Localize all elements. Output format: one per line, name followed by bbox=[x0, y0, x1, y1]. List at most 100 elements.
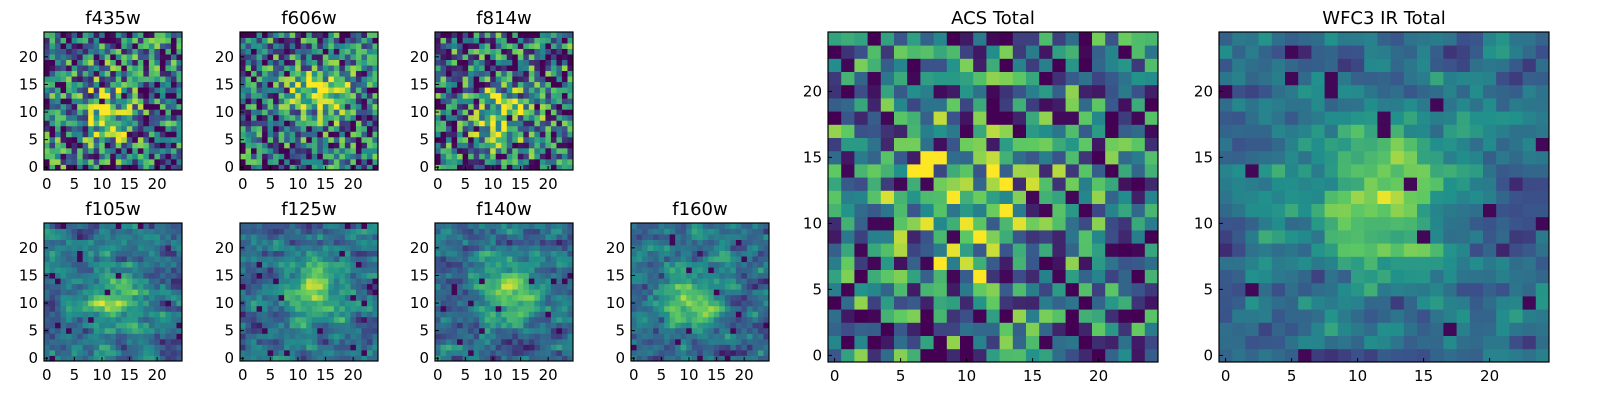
heatmap-cell bbox=[680, 234, 687, 240]
heatmap-cell bbox=[317, 59, 324, 66]
heatmap-cell bbox=[66, 278, 72, 285]
heatmap-cell bbox=[273, 114, 280, 121]
heatmap-cell bbox=[484, 153, 491, 160]
heatmap-cell bbox=[451, 327, 458, 334]
heatmap-cell bbox=[322, 267, 329, 274]
heatmap-cell bbox=[479, 37, 486, 44]
heatmap-cell bbox=[284, 333, 291, 340]
heatmap-cell bbox=[55, 289, 61, 296]
heatmap-cell bbox=[757, 327, 764, 334]
heatmap-cell bbox=[372, 355, 379, 362]
heatmap-cell bbox=[284, 300, 291, 307]
heatmap-cell bbox=[567, 228, 574, 235]
heatmap-cell bbox=[256, 32, 263, 38]
heatmap-cell bbox=[933, 177, 948, 191]
heatmap-cell bbox=[763, 300, 770, 307]
heatmap-cell bbox=[154, 87, 161, 94]
heatmap-cell bbox=[300, 223, 307, 229]
heatmap-cell bbox=[110, 278, 117, 285]
heatmap-cell bbox=[686, 223, 693, 229]
heatmap-cell bbox=[664, 316, 671, 323]
heatmap-cell bbox=[71, 316, 78, 323]
heatmap-cells bbox=[828, 32, 1159, 363]
heatmap-cell bbox=[311, 223, 318, 229]
heatmap-cell bbox=[262, 300, 268, 307]
heatmap-cell bbox=[60, 120, 67, 127]
heatmap-cell bbox=[484, 59, 491, 66]
heatmap-cell bbox=[71, 344, 78, 351]
heatmap-cell bbox=[528, 267, 535, 274]
heatmap-cell bbox=[462, 54, 469, 60]
heatmap-cell bbox=[143, 272, 150, 279]
heatmap-cell bbox=[1118, 230, 1132, 244]
heatmap-cell bbox=[328, 32, 335, 38]
heatmap-cell bbox=[322, 43, 329, 49]
heatmap-cell bbox=[642, 305, 648, 312]
heatmap-cell bbox=[691, 322, 698, 329]
heatmap-cell bbox=[132, 153, 139, 160]
heatmap-cell bbox=[262, 136, 268, 143]
heatmap-cell bbox=[446, 81, 452, 88]
heatmap-cell bbox=[372, 311, 379, 318]
heatmap-cell bbox=[339, 305, 346, 312]
heatmap-cell bbox=[256, 283, 263, 290]
heatmap-cell bbox=[545, 92, 552, 99]
x-tick-label: 0 bbox=[238, 175, 248, 193]
y-tick-label: 15 bbox=[215, 266, 234, 284]
heatmap-cell bbox=[159, 65, 166, 72]
heatmap-cell bbox=[960, 269, 974, 284]
heatmap-cell bbox=[550, 344, 557, 351]
heatmap-cell bbox=[561, 164, 568, 171]
heatmap-cell bbox=[664, 234, 671, 240]
heatmap-cell bbox=[933, 216, 948, 231]
heatmap-cell bbox=[854, 230, 868, 244]
heatmap-cell bbox=[121, 245, 128, 251]
heatmap-cell bbox=[451, 256, 458, 263]
heatmap-cell bbox=[523, 142, 530, 149]
heatmap-cell bbox=[757, 239, 764, 246]
heatmap-cell bbox=[165, 43, 172, 49]
y-tick-label: 20 bbox=[19, 48, 38, 66]
heatmap-cell bbox=[300, 349, 307, 356]
heatmap-cell bbox=[99, 43, 106, 49]
heatmap-cell bbox=[317, 43, 324, 49]
heatmap-cell bbox=[933, 164, 948, 178]
heatmap-cell bbox=[165, 120, 172, 127]
heatmap-cell bbox=[154, 228, 161, 235]
heatmap-cell bbox=[251, 87, 257, 94]
heatmap-cell bbox=[333, 98, 340, 105]
heatmap-cell bbox=[435, 48, 441, 55]
heatmap-cell bbox=[82, 228, 89, 235]
heatmap-cell bbox=[517, 305, 524, 312]
heatmap-cell bbox=[1078, 164, 1093, 178]
heatmap-cell bbox=[719, 289, 726, 296]
heatmap-cell bbox=[713, 305, 720, 312]
heatmap-cell bbox=[311, 267, 318, 274]
heatmap-cell bbox=[284, 48, 291, 55]
heatmap-cell bbox=[306, 272, 313, 279]
heatmap-cell bbox=[317, 164, 324, 171]
heatmap-cell bbox=[484, 223, 491, 229]
heatmap-cell bbox=[446, 228, 452, 235]
heatmap-cell bbox=[99, 311, 106, 318]
heatmap-cell bbox=[933, 230, 948, 244]
heatmap-cell bbox=[907, 296, 921, 310]
heatmap-cell bbox=[165, 311, 172, 318]
heatmap-cell bbox=[880, 203, 895, 218]
heatmap-cell bbox=[730, 355, 737, 362]
heatmap-cell bbox=[110, 103, 117, 110]
heatmap-cell bbox=[77, 316, 84, 323]
heatmap-cell bbox=[104, 283, 111, 290]
heatmap-cell bbox=[539, 48, 546, 55]
heatmap-cell bbox=[115, 92, 122, 99]
heatmap-cell bbox=[300, 333, 307, 340]
heatmap-cell bbox=[457, 158, 463, 165]
heatmap-cell bbox=[1052, 335, 1066, 350]
heatmap-cell bbox=[523, 327, 530, 334]
heatmap-cell bbox=[60, 300, 67, 307]
heatmap-cell bbox=[93, 136, 100, 143]
heatmap-cell bbox=[77, 65, 84, 72]
heatmap-cell bbox=[501, 98, 508, 105]
heatmap-cell bbox=[561, 153, 568, 160]
heatmap-cell bbox=[556, 250, 563, 257]
